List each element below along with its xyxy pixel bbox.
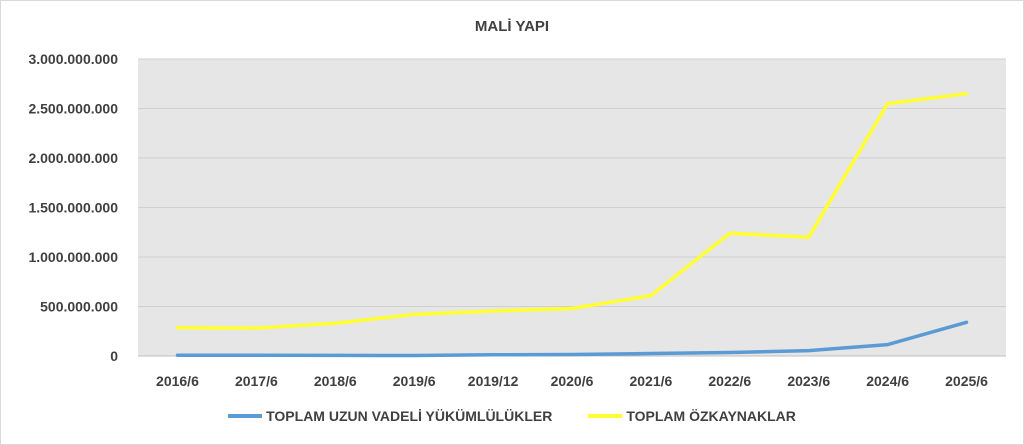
- y-tick-label: 500.000.000: [40, 299, 118, 315]
- y-axis-ticks: 0 500.000.000 1.000.000.000 1.500.000.000 2.…: [28, 51, 118, 364]
- x-axis-ticks: 2016/6 2017/6 2018/6 2019/6 2019/12 2020/6 202…: [156, 373, 988, 389]
- y-tick-label: 2.000.000.000: [28, 150, 118, 166]
- y-tick-label: 1.500.000.000: [28, 200, 118, 216]
- x-tick-label: 2018/6: [314, 373, 357, 389]
- series-line-0: [175, 320, 969, 358]
- x-tick-label: 2021/6: [629, 373, 672, 389]
- y-tick-label: 0: [110, 348, 118, 364]
- x-tick-label: 2025/6: [945, 373, 988, 389]
- legend-swatch-equity: [588, 414, 623, 418]
- x-tick-label: 2019/6: [393, 373, 436, 389]
- x-tick-label: 2017/6: [235, 373, 278, 389]
- legend-item-long-term-liabilities: TOPLAM UZUN VADELİ YÜKÜMLÜLÜKLER: [228, 408, 552, 424]
- y-tick-label: 3.000.000.000: [28, 51, 118, 67]
- legend-item-equity: TOPLAM ÖZKAYNAKLAR: [588, 408, 796, 424]
- legend-label-long-term-liabilities: TOPLAM UZUN VADELİ YÜKÜMLÜLÜKLER: [266, 408, 553, 424]
- legend-label-equity: TOPLAM ÖZKAYNAKLAR: [626, 408, 796, 424]
- grid-lines: [138, 58, 1006, 357]
- x-tick-label: 2019/12: [468, 373, 519, 389]
- y-tick-label: 1.000.000.000: [28, 249, 118, 265]
- x-tick-label: 2016/6: [156, 373, 199, 389]
- x-tick-label: 2024/6: [866, 373, 909, 389]
- series-line-1: [175, 91, 969, 330]
- series-lines: [175, 91, 969, 358]
- legend-swatch-long-term-liabilities: [228, 414, 263, 418]
- x-tick-label: 2022/6: [708, 373, 751, 389]
- chart-title: MALİ YAPI: [474, 18, 550, 35]
- x-tick-label: 2020/6: [551, 373, 594, 389]
- legend: TOPLAM UZUN VADELİ YÜKÜMLÜLÜKLER TOPLAM …: [0, 408, 1024, 424]
- x-tick-label: 2023/6: [787, 373, 830, 389]
- y-tick-label: 2.500.000.000: [28, 101, 118, 117]
